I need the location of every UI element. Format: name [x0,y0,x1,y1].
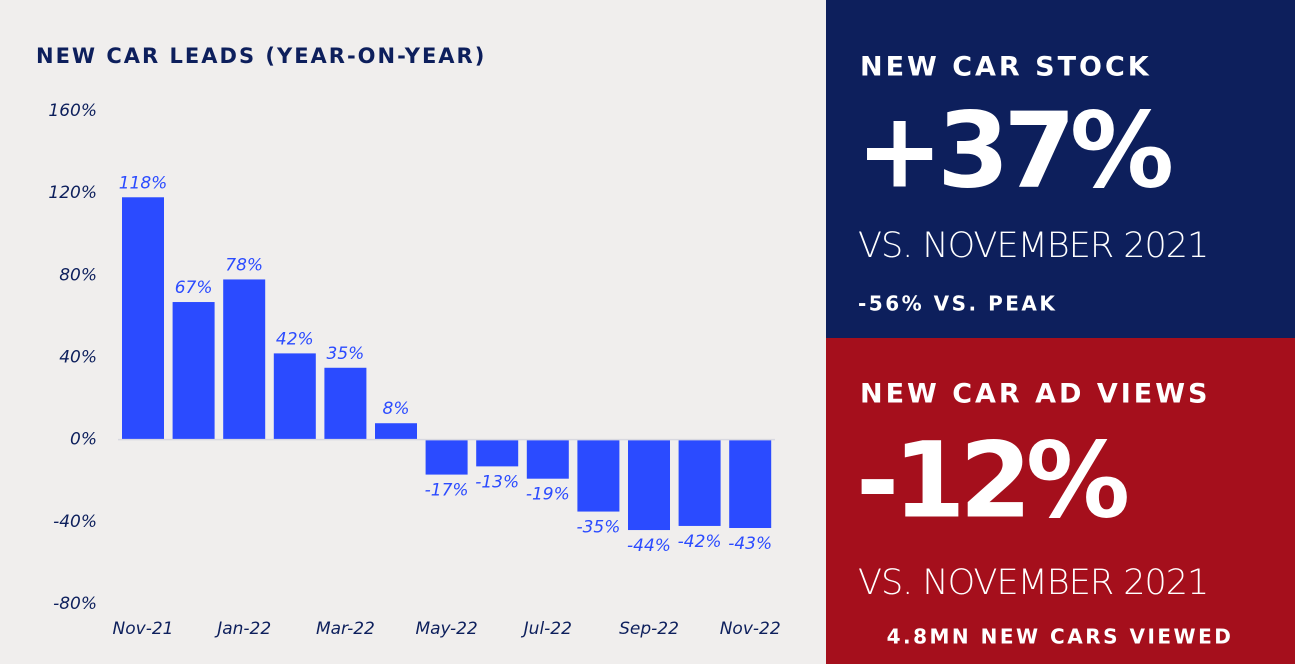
value-label: -44% [627,536,671,556]
x-tick-label: Jan-22 [214,619,271,639]
value-label: 78% [225,255,263,275]
bar [476,439,519,467]
x-tick-label: May-22 [415,619,477,639]
value-label: -17% [425,481,469,501]
value-label: 35% [327,344,365,364]
bar [324,367,367,440]
panel-figure: +37% [856,89,1171,211]
panel-comparison: VS. NOVEMBER 2021 [858,563,1208,603]
y-tick-label: 160% [48,101,97,121]
stock-panel [826,0,1295,338]
value-label: -13% [475,472,519,492]
panel-comparison: VS. NOVEMBER 2021 [858,226,1208,266]
bar [375,423,417,440]
views-panel [826,338,1295,664]
value-label: 8% [383,399,410,419]
x-tick-label: Jul-22 [521,619,572,639]
y-tick-label: -40% [53,512,97,532]
panel-figure: -12% [856,419,1127,541]
bar [223,279,266,440]
x-tick-label: Nov-22 [720,619,781,639]
x-tick-label: Mar-22 [316,619,375,639]
y-tick-label: 40% [59,348,97,368]
bar [122,197,164,440]
value-label: 42% [276,329,314,349]
bar [678,439,721,526]
value-label: -42% [678,532,722,552]
bar [425,439,468,475]
bar [526,439,569,479]
bar [172,302,215,440]
panel-note: -56% VS. PEAK [858,292,1057,316]
panel-heading: NEW CAR STOCK [860,52,1152,83]
panel-note: 4.8MN NEW CARS VIEWED [887,625,1234,649]
x-tick-label: Nov-21 [113,619,174,639]
chart-title: NEW CAR LEADS (YEAR-ON-YEAR) [36,44,486,68]
value-label: -19% [526,485,570,505]
bar [577,439,620,512]
bar [729,439,772,528]
y-tick-label: 80% [59,265,97,285]
panel-heading: NEW CAR AD VIEWS [860,379,1210,410]
x-tick-label: Sep-22 [619,619,679,639]
value-label: -43% [728,534,772,554]
bar [273,353,316,440]
bar [628,439,670,531]
value-label: 118% [119,173,168,193]
value-label: -35% [576,518,620,538]
y-tick-label: 0% [70,430,97,450]
y-tick-label: -80% [53,594,97,614]
y-tick-label: 120% [48,183,97,203]
value-label: 67% [175,278,213,298]
